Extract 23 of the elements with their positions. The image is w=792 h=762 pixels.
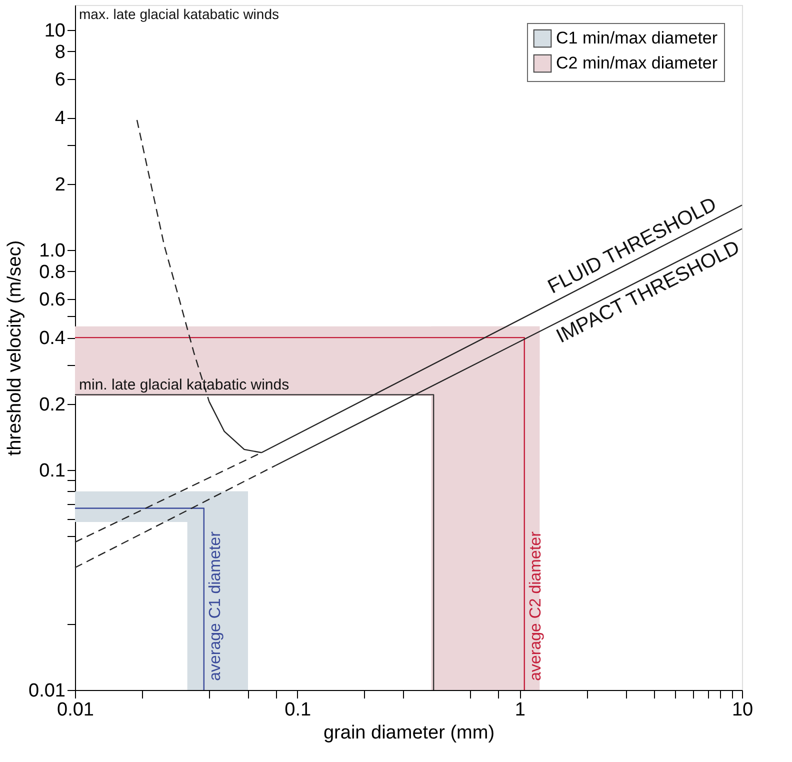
x-tick-label: 10 xyxy=(732,700,754,720)
y-tick-label: 0.6 xyxy=(39,289,66,310)
y-tick-label: 10 xyxy=(44,20,66,42)
annotation: average C2 diameter xyxy=(527,530,544,681)
x-tick-label: 0.1 xyxy=(284,700,312,720)
x-tick-label: 1 xyxy=(514,700,526,720)
y-tick-label: 4 xyxy=(54,108,66,130)
annotation: max. late glacial katabatic winds xyxy=(79,6,279,22)
y-tick-label: 2 xyxy=(54,174,66,196)
x-axis-title: grain diameter (mm) xyxy=(323,722,495,744)
y-tick-label: 0.01 xyxy=(28,680,66,702)
annotation: min. late glacial katabatic winds xyxy=(79,376,290,394)
annotation: average C1 diameter xyxy=(206,530,224,681)
y-tick-label: 1.0 xyxy=(39,240,66,262)
y-axis-title: threshold velocity (m/sec) xyxy=(4,240,26,456)
y-tick-label: 0.8 xyxy=(39,262,66,283)
y-tick-label: 0.2 xyxy=(39,394,66,416)
y-tick-label: 0.4 xyxy=(39,328,66,350)
legend-label: C2 min/max diameter xyxy=(556,54,718,72)
y-tick-label: 8 xyxy=(54,42,66,63)
y-tick-label: 0.1 xyxy=(39,460,66,482)
legend-label: C1 min/max diameter xyxy=(556,28,718,48)
y-tick-label: 6 xyxy=(54,69,66,90)
